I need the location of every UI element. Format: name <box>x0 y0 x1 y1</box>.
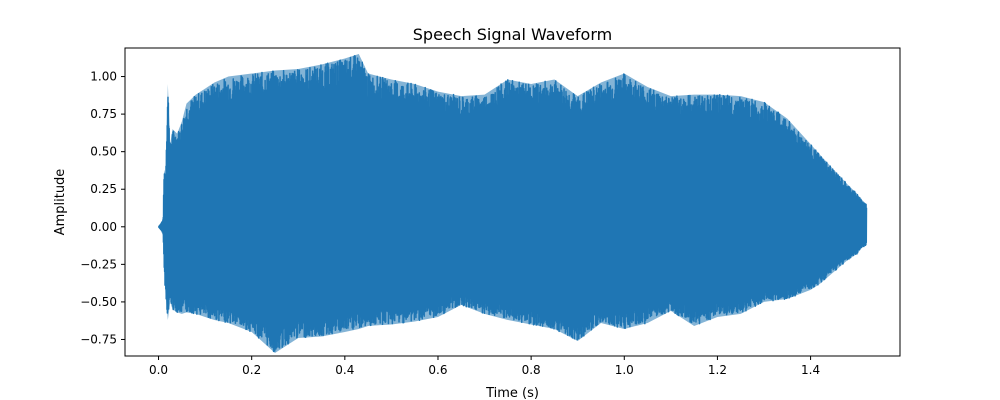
x-tick-label: 1.2 <box>708 363 727 377</box>
x-tick-label: 0.0 <box>149 363 168 377</box>
x-tick-label: 1.0 <box>615 363 634 377</box>
plot-frame <box>124 47 901 357</box>
y-tick-label: 1.00 <box>90 70 117 84</box>
waveform-envelope <box>158 54 867 353</box>
x-tick-label: 0.2 <box>242 363 261 377</box>
x-tick-label: 0.4 <box>335 363 354 377</box>
y-tick-label: 0.75 <box>90 107 117 121</box>
x-tick-label: 1.4 <box>801 363 820 377</box>
x-tick-label: 0.8 <box>522 363 541 377</box>
x-axis-label: Time (s) <box>485 386 539 400</box>
x-axis-ticks: 0.0 0.2 0.4 0.6 0.8 1.0 1.2 1.4 <box>149 356 820 377</box>
x-tick-label: 0.6 <box>428 363 447 377</box>
y-tick-label: −0.75 <box>80 332 117 346</box>
y-tick-label: 0.25 <box>90 182 117 196</box>
y-tick-label: −0.25 <box>80 257 117 271</box>
y-axis-label: Amplitude <box>53 169 68 236</box>
y-tick-label: 0.00 <box>90 220 117 234</box>
y-tick-label: 0.50 <box>90 145 117 159</box>
series-layer <box>157 54 868 353</box>
y-axis-ticks: −0.75 −0.50 −0.25 0.00 0.25 0.50 0.75 1.00 <box>80 70 125 346</box>
chart-title: Speech Signal Waveform <box>413 25 612 44</box>
y-tick-label: −0.50 <box>80 295 117 309</box>
